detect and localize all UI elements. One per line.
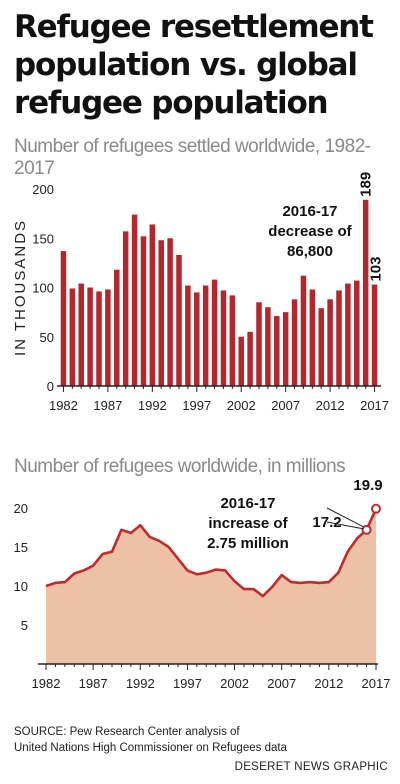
bar (371, 284, 378, 386)
y-tick-label: 15 (14, 540, 28, 555)
data-point (361, 524, 372, 535)
area-fill (46, 508, 376, 664)
bar (122, 231, 129, 386)
bar (220, 290, 227, 386)
series-line (45, 508, 378, 598)
bar (158, 240, 164, 386)
bar (282, 312, 289, 386)
graphic-credit: DESERET NEWS GRAPHIC (234, 761, 388, 773)
y-tick-label: 100 (32, 281, 54, 296)
data-label: 19.9 (353, 477, 382, 494)
source-line-2: United Nations High Commissioner on Refu… (14, 742, 287, 754)
source-note: SOURCE: Pew Research Center analysis of … (14, 724, 287, 756)
x-tick-label: 1992 (126, 676, 155, 691)
annotation-text: 2016-17 (220, 495, 275, 512)
x-tick-label: 1982 (49, 398, 78, 413)
bar (202, 285, 209, 386)
bar (60, 251, 67, 386)
bar (105, 289, 111, 386)
y-axis-label: IN THOUSANDS (12, 219, 29, 356)
annotation-leader (326, 507, 364, 528)
x-tick-label: 2012 (314, 676, 343, 691)
bar (274, 316, 280, 386)
bar (140, 236, 147, 386)
data-point (371, 503, 381, 514)
page-title: Refugee resettlement population vs. glob… (14, 9, 374, 121)
x-tick-label: 2017 (362, 676, 391, 691)
x-tick-label: 2002 (220, 676, 249, 691)
bar (354, 280, 360, 386)
bar (345, 283, 351, 386)
area-chart-title: Number of refugees worldwide, in million… (14, 456, 346, 477)
bar (327, 299, 333, 386)
bar (247, 331, 253, 386)
x-tick-label: 2007 (267, 676, 296, 691)
x-tick-label: 1982 (32, 676, 61, 691)
bar (194, 292, 200, 386)
bar (185, 285, 191, 386)
data-label: 103 (368, 257, 385, 282)
annotation-text: decrease of (268, 223, 352, 240)
bar (309, 289, 316, 386)
bar (256, 302, 262, 386)
x-tick-label: 1987 (79, 676, 108, 691)
data-label: 17.2 (312, 514, 341, 531)
y-tick-label: 5 (21, 618, 28, 633)
bar-chart-title: Number of refugees settled worldwide, 19… (14, 136, 371, 179)
y-tick-label: 20 (14, 501, 28, 516)
annotation-text: 2.75 million (207, 535, 289, 552)
bar (87, 287, 93, 386)
bar-chart: 0 50 100 150 200 IN THOUSANDS 1982 1987 1992 1997… (12, 172, 389, 413)
x-tick-label: 1997 (182, 398, 211, 413)
x-tick-label: 2017 (360, 398, 389, 413)
x-tick-label: 2007 (271, 398, 300, 413)
data-label: 189 (358, 172, 375, 197)
bar (362, 199, 369, 386)
x-tick-label: 1997 (173, 676, 202, 691)
bar (131, 214, 138, 386)
annotation-text: 2016-17 (282, 203, 337, 220)
x-tick-label: 2002 (227, 398, 256, 413)
y-tick-label: 50 (40, 330, 54, 345)
bar (69, 288, 76, 386)
bar (149, 224, 156, 386)
bar (229, 295, 236, 386)
y-tick-label: 0 (47, 379, 54, 394)
annotation-leader (326, 521, 364, 530)
bar (300, 275, 307, 386)
source-line-1: SOURCE: Pew Research Center analysis of (14, 726, 240, 738)
bar (318, 308, 324, 386)
y-tick-label: 10 (14, 579, 28, 594)
bar (114, 269, 120, 386)
bar (291, 299, 298, 386)
y-tick-label: 200 (32, 182, 54, 197)
annotation-text: increase of (208, 515, 288, 532)
bar (96, 291, 102, 386)
annotation-text: 86,800 (287, 243, 333, 260)
area-chart: 5 10 15 20 1982 1987 1992 1997 2002 2007 2012 2017 2… (14, 477, 391, 691)
x-tick-label: 1987 (93, 398, 122, 413)
bar (176, 254, 182, 386)
bar (238, 336, 244, 386)
x-tick-label: 1992 (138, 398, 167, 413)
bar (211, 279, 218, 386)
bar (336, 290, 342, 386)
y-tick-label: 150 (32, 231, 54, 246)
x-tick-label: 2012 (316, 398, 345, 413)
bar (167, 238, 173, 386)
bar (265, 307, 271, 386)
bar (78, 283, 84, 386)
